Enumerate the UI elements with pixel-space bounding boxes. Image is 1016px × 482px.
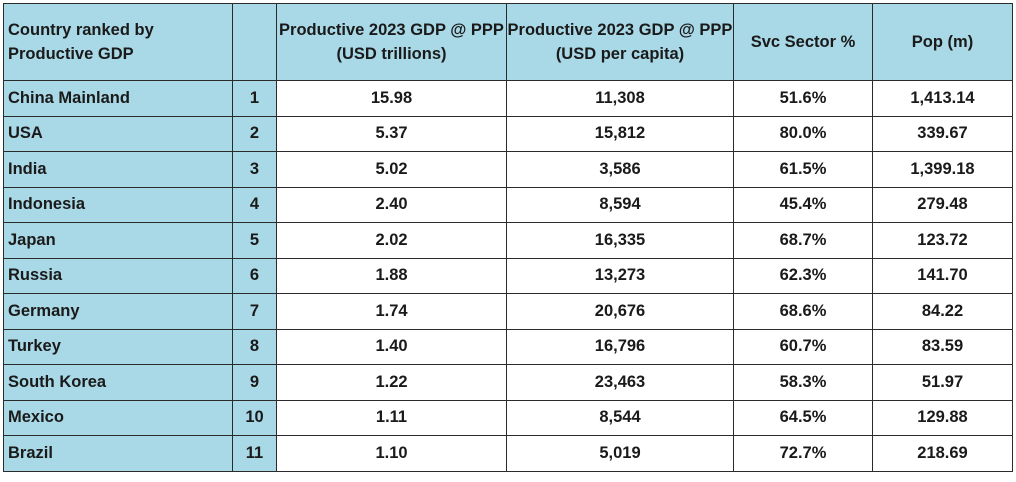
- gdp-per-capita-cell: 23,463: [506, 364, 734, 401]
- svc-sector-cell: 45.4%: [733, 186, 873, 223]
- gdp-per-capita-cell: 20,676: [506, 293, 734, 330]
- header-svc-sector: Svc Sector %: [733, 3, 873, 81]
- country-cell: Germany: [3, 293, 233, 330]
- table-row: South Korea 9 1.22 23,463 58.3% 51.97: [3, 364, 1013, 401]
- table-row: Russia 6 1.88 13,273 62.3% 141.70: [3, 257, 1013, 294]
- gdp-per-capita-cell: 16,796: [506, 328, 734, 365]
- gdp-per-capita-cell: 16,335: [506, 222, 734, 259]
- header-country: Country ranked by Productive GDP: [3, 3, 233, 81]
- gdp-total-cell: 1.22: [276, 364, 507, 401]
- table-row: Japan 5 2.02 16,335 68.7% 123.72: [3, 222, 1013, 259]
- svc-sector-cell: 51.6%: [733, 80, 873, 117]
- rank-cell: 10: [232, 399, 277, 436]
- pop-cell: 218.69: [872, 435, 1013, 472]
- gdp-total-cell: 1.88: [276, 257, 507, 294]
- rank-cell: 4: [232, 186, 277, 223]
- rank-cell: 3: [232, 151, 277, 188]
- table-row: Mexico 10 1.11 8,544 64.5% 129.88: [3, 399, 1013, 436]
- gdp-total-cell: 15.98: [276, 80, 507, 117]
- rank-cell: 1: [232, 80, 277, 117]
- header-gdp-per-capita: Productive 2023 GDP @ PPP (USD per capit…: [506, 3, 734, 81]
- country-cell: Russia: [3, 257, 233, 294]
- pop-cell: 1,399.18: [872, 151, 1013, 188]
- svc-sector-cell: 60.7%: [733, 328, 873, 365]
- table-row: China Mainland 1 15.98 11,308 51.6% 1,41…: [3, 80, 1013, 117]
- country-cell: India: [3, 151, 233, 188]
- gdp-per-capita-cell: 11,308: [506, 80, 734, 117]
- svc-sector-cell: 68.7%: [733, 222, 873, 259]
- svc-sector-cell: 58.3%: [733, 364, 873, 401]
- table-row: Turkey 8 1.40 16,796 60.7% 83.59: [3, 328, 1013, 365]
- svc-sector-cell: 61.5%: [733, 151, 873, 188]
- country-cell: South Korea: [3, 364, 233, 401]
- gdp-total-cell: 5.37: [276, 115, 507, 152]
- gdp-per-capita-cell: 15,812: [506, 115, 734, 152]
- gdp-per-capita-cell: 8,544: [506, 399, 734, 436]
- rank-cell: 6: [232, 257, 277, 294]
- country-cell: China Mainland: [3, 80, 233, 117]
- gdp-per-capita-cell: 8,594: [506, 186, 734, 223]
- gdp-total-cell: 1.74: [276, 293, 507, 330]
- pop-cell: 123.72: [872, 222, 1013, 259]
- header-gdp-total: Productive 2023 GDP @ PPP (USD trillions…: [276, 3, 507, 81]
- pop-cell: 279.48: [872, 186, 1013, 223]
- gdp-per-capita-cell: 5,019: [506, 435, 734, 472]
- pop-cell: 141.70: [872, 257, 1013, 294]
- header-rank: [232, 3, 277, 81]
- header-pop: Pop (m): [872, 3, 1013, 81]
- table-row: India 3 5.02 3,586 61.5% 1,399.18: [3, 151, 1013, 188]
- country-cell: Turkey: [3, 328, 233, 365]
- gdp-total-cell: 1.11: [276, 399, 507, 436]
- table-row: Indonesia 4 2.40 8,594 45.4% 279.48: [3, 186, 1013, 223]
- country-cell: USA: [3, 115, 233, 152]
- rank-cell: 2: [232, 115, 277, 152]
- table-row: USA 2 5.37 15,812 80.0% 339.67: [3, 115, 1013, 152]
- svc-sector-cell: 68.6%: [733, 293, 873, 330]
- country-cell: Mexico: [3, 399, 233, 436]
- rank-cell: 8: [232, 328, 277, 365]
- table-header-row: Country ranked by Productive GDP Product…: [3, 3, 1013, 81]
- country-cell: Japan: [3, 222, 233, 259]
- table-row: Brazil 11 1.10 5,019 72.7% 218.69: [3, 435, 1013, 472]
- rank-cell: 9: [232, 364, 277, 401]
- gdp-total-cell: 2.40: [276, 186, 507, 223]
- svc-sector-cell: 62.3%: [733, 257, 873, 294]
- gdp-per-capita-cell: 13,273: [506, 257, 734, 294]
- rank-cell: 5: [232, 222, 277, 259]
- pop-cell: 51.97: [872, 364, 1013, 401]
- country-cell: Indonesia: [3, 186, 233, 223]
- gdp-total-cell: 1.10: [276, 435, 507, 472]
- table-row: Germany 7 1.74 20,676 68.6% 84.22: [3, 293, 1013, 330]
- gdp-ranking-table: Country ranked by Productive GDP Product…: [3, 3, 1013, 472]
- pop-cell: 1,413.14: [872, 80, 1013, 117]
- rank-cell: 11: [232, 435, 277, 472]
- gdp-total-cell: 2.02: [276, 222, 507, 259]
- rank-cell: 7: [232, 293, 277, 330]
- country-cell: Brazil: [3, 435, 233, 472]
- pop-cell: 83.59: [872, 328, 1013, 365]
- gdp-total-cell: 5.02: [276, 151, 507, 188]
- pop-cell: 129.88: [872, 399, 1013, 436]
- svc-sector-cell: 80.0%: [733, 115, 873, 152]
- svc-sector-cell: 72.7%: [733, 435, 873, 472]
- gdp-total-cell: 1.40: [276, 328, 507, 365]
- pop-cell: 84.22: [872, 293, 1013, 330]
- pop-cell: 339.67: [872, 115, 1013, 152]
- svc-sector-cell: 64.5%: [733, 399, 873, 436]
- gdp-per-capita-cell: 3,586: [506, 151, 734, 188]
